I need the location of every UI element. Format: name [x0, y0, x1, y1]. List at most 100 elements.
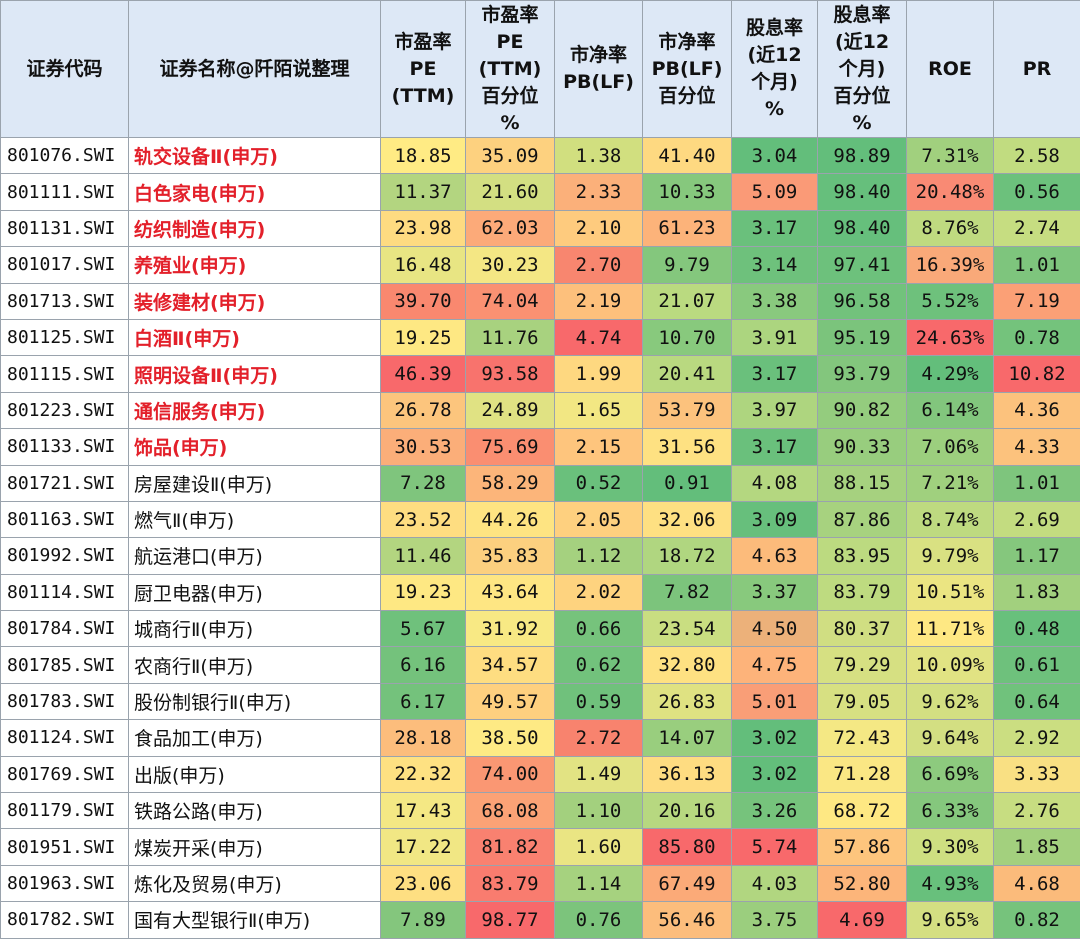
cell-roe[interactable]: 9.62% [906, 682, 994, 721]
cell-dividend-yield-percentile[interactable]: 88.15 [817, 464, 907, 502]
cell-pe-ttm[interactable]: 19.25 [380, 318, 466, 357]
header-security-code[interactable]: 证券代码 [0, 0, 129, 138]
cell-security-name[interactable]: 食品加工(申万) [128, 719, 381, 757]
cell-security-code[interactable]: 801951.SWI [0, 828, 129, 866]
cell-security-code[interactable]: 801721.SWI [0, 464, 129, 502]
cell-dividend-yield[interactable]: 4.63 [731, 537, 818, 575]
cell-pb-lf[interactable]: 2.33 [554, 173, 643, 211]
cell-dividend-yield[interactable]: 3.02 [731, 719, 818, 757]
cell-pe-ttm[interactable]: 11.37 [380, 173, 466, 211]
cell-security-code[interactable]: 801963.SWI [0, 864, 129, 903]
cell-dividend-yield-percentile[interactable]: 79.29 [817, 646, 907, 684]
cell-pe-ttm[interactable]: 11.46 [380, 537, 466, 575]
cell-pe-ttm-percentile[interactable]: 44.26 [465, 500, 555, 539]
cell-roe[interactable]: 8.74% [906, 500, 994, 539]
cell-roe[interactable]: 9.65% [906, 901, 994, 939]
cell-pe-ttm-percentile[interactable]: 74.04 [465, 282, 555, 320]
cell-pe-ttm[interactable]: 17.43 [380, 792, 466, 830]
cell-pe-ttm[interactable]: 23.06 [380, 864, 466, 903]
cell-roe[interactable]: 4.29% [906, 355, 994, 393]
cell-pb-lf-percentile[interactable]: 85.80 [642, 828, 732, 866]
cell-pe-ttm-percentile[interactable]: 81.82 [465, 828, 555, 866]
cell-pb-lf-percentile[interactable]: 41.40 [642, 136, 732, 175]
cell-dividend-yield-percentile[interactable]: 90.33 [817, 428, 907, 466]
cell-pb-lf-percentile[interactable]: 7.82 [642, 573, 732, 612]
cell-pe-ttm-percentile[interactable]: 68.08 [465, 792, 555, 830]
cell-pe-ttm-percentile[interactable]: 35.09 [465, 136, 555, 175]
cell-pb-lf-percentile[interactable]: 23.54 [642, 610, 732, 648]
header-roe[interactable]: ROE [906, 0, 994, 138]
cell-pr[interactable]: 2.92 [993, 719, 1080, 757]
cell-pe-ttm[interactable]: 46.39 [380, 355, 466, 393]
cell-dividend-yield[interactable]: 4.75 [731, 646, 818, 684]
cell-pr[interactable]: 3.33 [993, 755, 1080, 794]
cell-dividend-yield-percentile[interactable]: 98.40 [817, 173, 907, 211]
cell-pb-lf-percentile[interactable]: 18.72 [642, 537, 732, 575]
cell-pb-lf[interactable]: 1.12 [554, 537, 643, 575]
cell-roe[interactable]: 7.06% [906, 428, 994, 466]
cell-security-name[interactable]: 装修建材(申万) [128, 282, 381, 320]
cell-pr[interactable]: 0.64 [993, 682, 1080, 721]
cell-pb-lf[interactable]: 1.14 [554, 864, 643, 903]
cell-dividend-yield-percentile[interactable]: 87.86 [817, 500, 907, 539]
cell-roe[interactable]: 20.48% [906, 173, 994, 211]
cell-security-code[interactable]: 801163.SWI [0, 500, 129, 539]
cell-dividend-yield[interactable]: 3.09 [731, 500, 818, 539]
cell-pr[interactable]: 1.01 [993, 464, 1080, 502]
cell-roe[interactable]: 9.30% [906, 828, 994, 866]
cell-pe-ttm-percentile[interactable]: 83.79 [465, 864, 555, 903]
cell-security-name[interactable]: 煤炭开采(申万) [128, 828, 381, 866]
cell-pe-ttm-percentile[interactable]: 24.89 [465, 391, 555, 430]
cell-pb-lf-percentile[interactable]: 36.13 [642, 755, 732, 794]
cell-pe-ttm[interactable]: 26.78 [380, 391, 466, 430]
cell-security-code[interactable]: 801769.SWI [0, 755, 129, 794]
cell-security-code[interactable]: 801124.SWI [0, 719, 129, 757]
cell-pr[interactable]: 0.48 [993, 610, 1080, 648]
cell-dividend-yield[interactable]: 3.37 [731, 573, 818, 612]
cell-pb-lf[interactable]: 2.05 [554, 500, 643, 539]
header-dividend-yield[interactable]: 股息率 (近12 个月) % [731, 0, 818, 138]
cell-security-name[interactable]: 纺织制造(申万) [128, 209, 381, 248]
cell-roe[interactable]: 16.39% [906, 246, 994, 284]
cell-dividend-yield[interactable]: 3.14 [731, 246, 818, 284]
cell-security-code[interactable]: 801131.SWI [0, 209, 129, 248]
cell-pb-lf[interactable]: 0.59 [554, 682, 643, 721]
cell-dividend-yield[interactable]: 3.38 [731, 282, 818, 320]
cell-pr[interactable]: 7.19 [993, 282, 1080, 320]
cell-security-code[interactable]: 801179.SWI [0, 792, 129, 830]
cell-pe-ttm-percentile[interactable]: 62.03 [465, 209, 555, 248]
cell-security-code[interactable]: 801114.SWI [0, 573, 129, 612]
cell-dividend-yield-percentile[interactable]: 80.37 [817, 610, 907, 648]
cell-pb-lf-percentile[interactable]: 67.49 [642, 864, 732, 903]
cell-security-code[interactable]: 801785.SWI [0, 646, 129, 684]
cell-roe[interactable]: 7.21% [906, 464, 994, 502]
cell-roe[interactable]: 4.93% [906, 864, 994, 903]
cell-security-name[interactable]: 航运港口(申万) [128, 537, 381, 575]
cell-dividend-yield[interactable]: 3.91 [731, 318, 818, 357]
cell-pe-ttm[interactable]: 23.98 [380, 209, 466, 248]
cell-dividend-yield-percentile[interactable]: 98.40 [817, 209, 907, 248]
cell-pb-lf[interactable]: 0.62 [554, 646, 643, 684]
cell-pb-lf[interactable]: 1.99 [554, 355, 643, 393]
cell-dividend-yield-percentile[interactable]: 57.86 [817, 828, 907, 866]
cell-pr[interactable]: 0.56 [993, 173, 1080, 211]
cell-roe[interactable]: 6.14% [906, 391, 994, 430]
header-pe-ttm-percentile[interactable]: 市盈率 PE (TTM) 百分位 % [465, 0, 555, 138]
cell-roe[interactable]: 10.09% [906, 646, 994, 684]
cell-dividend-yield-percentile[interactable]: 93.79 [817, 355, 907, 393]
cell-pb-lf[interactable]: 1.60 [554, 828, 643, 866]
cell-dividend-yield-percentile[interactable]: 96.58 [817, 282, 907, 320]
cell-pb-lf[interactable]: 1.65 [554, 391, 643, 430]
cell-dividend-yield[interactable]: 3.17 [731, 355, 818, 393]
cell-dividend-yield[interactable]: 3.26 [731, 792, 818, 830]
cell-security-code[interactable]: 801713.SWI [0, 282, 129, 320]
cell-security-name[interactable]: 厨卫电器(申万) [128, 573, 381, 612]
cell-pe-ttm[interactable]: 18.85 [380, 136, 466, 175]
cell-pe-ttm-percentile[interactable]: 49.57 [465, 682, 555, 721]
cell-pe-ttm-percentile[interactable]: 11.76 [465, 318, 555, 357]
cell-dividend-yield-percentile[interactable]: 79.05 [817, 682, 907, 721]
cell-dividend-yield[interactable]: 5.01 [731, 682, 818, 721]
cell-pb-lf[interactable]: 0.66 [554, 610, 643, 648]
cell-security-name[interactable]: 照明设备Ⅱ(申万) [128, 355, 381, 393]
cell-roe[interactable]: 8.76% [906, 209, 994, 248]
